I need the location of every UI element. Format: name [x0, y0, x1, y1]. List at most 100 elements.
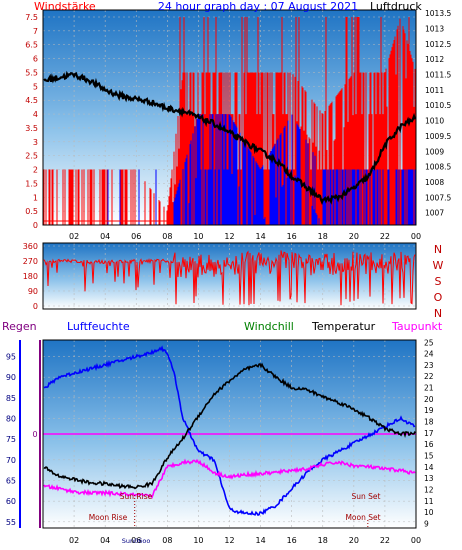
humidity-tick-label: 60 — [6, 497, 16, 506]
wind-tick-label: 1.5 — [25, 179, 38, 188]
sun-set-label: Sun Set — [352, 492, 381, 501]
wind-tick-label: 1 — [33, 193, 38, 202]
legend-regen: Regen — [2, 320, 37, 333]
temperature-tick-label: 10 — [424, 508, 434, 517]
series-line-taupunkt — [43, 458, 416, 499]
wind-tick-label: 7 — [33, 27, 38, 36]
wind-tick-label: 5 — [33, 82, 38, 91]
p3-x-tick-label: 20 — [349, 536, 359, 545]
panel-temp-humidity-frame — [42, 339, 417, 529]
pressure-tick-label: 1010 — [425, 117, 444, 126]
header-left-label: Windstärke — [34, 0, 96, 13]
pressure-tick-label: 1007.5 — [425, 193, 451, 202]
pressure-tick-label: 1013 — [425, 24, 444, 33]
wind-tick-label: 3 — [33, 138, 38, 147]
wind-tick-label: 0.5 — [25, 207, 38, 216]
pressure-tick-label: 1011.5 — [425, 71, 451, 80]
direction-tick-label: 0 — [33, 302, 38, 311]
temperature-tick-label: 9 — [424, 519, 429, 528]
p1-x-tick-label: 20 — [349, 232, 359, 241]
temperature-tick-label: 20 — [424, 395, 434, 404]
pressure-tick-label: 1007 — [425, 209, 444, 218]
series-layer — [19, 17, 417, 528]
panel-wind-pressure-frame — [42, 9, 417, 226]
wind-direction-line — [43, 250, 416, 306]
legend-luftfeuchte: Luftfeuchte — [67, 320, 130, 333]
p3-x-tick-label: 00 — [411, 536, 421, 545]
wind-tick-label: 2 — [33, 166, 38, 175]
sun-moon-tick-label: Sun06oo — [122, 537, 151, 545]
p3-x-tick-label: 10 — [193, 536, 203, 545]
temperature-tick-label: 23 — [424, 361, 434, 370]
series-line-luftfeuchte — [43, 345, 416, 516]
humidity-tick-label: 75 — [6, 435, 16, 444]
p3-x-tick-label: 04 — [100, 536, 110, 545]
temperature-tick-label: 12 — [424, 485, 434, 494]
p3-x-tick-label: 22 — [380, 536, 390, 545]
pressure-tick-label: 1009 — [425, 147, 444, 156]
wind-tick-label: 3.5 — [25, 124, 38, 133]
rain-zero-label: 0 — [32, 430, 37, 439]
temperature-tick-label: 11 — [424, 497, 434, 506]
humidity-tick-label: 85 — [6, 394, 16, 403]
p1-x-tick-label: 08 — [162, 232, 172, 241]
moon-set-label: Moon Set — [345, 513, 380, 522]
pressure-tick-label: 1012 — [425, 55, 444, 64]
temperature-tick-label: 16 — [424, 440, 434, 449]
pressure-tick-label: 1012.5 — [425, 40, 451, 49]
wind-tick-label: 4 — [33, 110, 38, 119]
wind-tick-label: 7.5 — [25, 13, 38, 22]
p1-x-tick-label: 16 — [287, 232, 297, 241]
compass-label: O — [434, 291, 443, 304]
humidity-tick-label: 55 — [6, 518, 16, 527]
wind-tick-label: 5.5 — [25, 68, 38, 77]
p3-x-tick-label: 02 — [69, 536, 79, 545]
pressure-tick-label: 1008.5 — [425, 163, 451, 172]
legend-temperatur: Temperatur — [311, 320, 376, 333]
wind-tick-label: 6.5 — [25, 41, 38, 50]
p1-x-tick-label: 22 — [380, 232, 390, 241]
p1-x-tick-label: 04 — [100, 232, 110, 241]
pressure-tick-label: 1008 — [425, 178, 444, 187]
humidity-tick-label: 95 — [6, 353, 16, 362]
temperature-tick-label: 18 — [424, 418, 434, 427]
pressure-line — [43, 70, 417, 206]
humidity-tick-label: 70 — [6, 456, 16, 465]
p1-x-tick-label: 18 — [318, 232, 328, 241]
legend-windchill: Windchill — [244, 320, 294, 333]
wind-tick-label: 6 — [33, 55, 38, 64]
p1-x-tick-label: 12 — [224, 232, 234, 241]
p1-x-tick-label: 02 — [69, 232, 79, 241]
pressure-tick-label: 1011 — [425, 86, 444, 95]
humidity-tick-label: 80 — [6, 415, 16, 424]
p1-x-tick-label: 06 — [131, 232, 141, 241]
pressure-tick-label: 1013.5 — [425, 9, 451, 18]
wind-tick-label: 2.5 — [25, 152, 38, 161]
p3-x-tick-label: 06 — [131, 536, 141, 545]
moon-rise-label: Moon Rise — [89, 513, 128, 522]
p3-x-tick-label: 08 — [162, 536, 172, 545]
compass-label: S — [435, 275, 442, 288]
sun-rise-label: Sun Rise — [120, 492, 153, 501]
header-right-label: Luftdruck — [370, 0, 422, 13]
p3-x-tick-label: 14 — [255, 536, 265, 545]
humidity-tick-label: 65 — [6, 476, 16, 485]
compass-label: N — [434, 307, 442, 320]
temperature-tick-label: 21 — [424, 384, 434, 393]
p1-x-tick-label: 00 — [411, 232, 421, 241]
temperature-tick-label: 22 — [424, 372, 434, 381]
humidity-tick-label: 90 — [6, 373, 16, 382]
panel-wind-direction-frame — [42, 242, 417, 310]
axis-labels-layer: 02 04 06 08 10 12 14 16 18 20 22 0000.511.522.533.5… — [6, 9, 452, 545]
legend-taupunkt: Taupunkt — [391, 320, 443, 333]
temperature-tick-label: 19 — [424, 406, 434, 415]
p1-x-tick-label: 10 — [193, 232, 203, 241]
temperature-tick-label: 17 — [424, 429, 434, 438]
compass-label: N — [434, 243, 442, 256]
direction-tick-label: 180 — [23, 272, 38, 281]
temperature-tick-label: 24 — [424, 350, 434, 359]
temperature-tick-label: 13 — [424, 474, 434, 483]
direction-tick-label: 360 — [23, 242, 38, 251]
direction-tick-label: 90 — [28, 287, 38, 296]
